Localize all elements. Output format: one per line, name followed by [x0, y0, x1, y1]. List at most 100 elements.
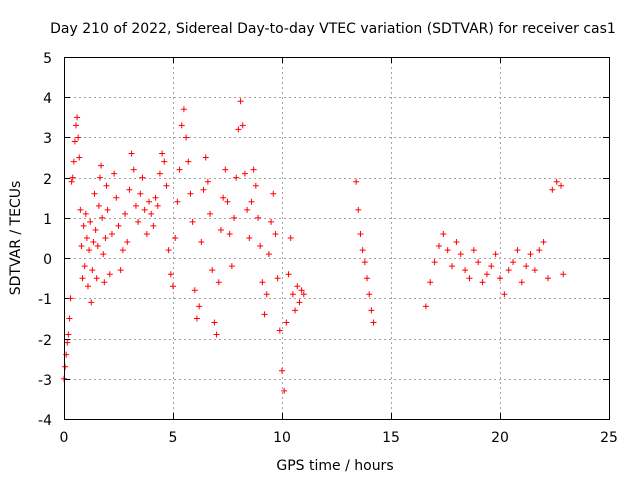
data-point: [359, 247, 366, 254]
data-point: [501, 291, 508, 298]
data-point: [453, 239, 460, 246]
data-point: [87, 218, 94, 225]
data-point: [457, 251, 464, 258]
data-point: [283, 319, 290, 326]
data-point: [449, 263, 456, 270]
data-point: [103, 182, 110, 189]
data-point: [126, 186, 133, 193]
data-point: [132, 202, 139, 209]
data-point: [93, 275, 100, 282]
x-tick-label: 5: [169, 430, 178, 446]
data-point: [298, 287, 305, 294]
data-point: [180, 106, 187, 113]
data-point: [154, 202, 161, 209]
data-point: [69, 174, 76, 181]
data-point: [224, 198, 231, 205]
data-point: [536, 247, 543, 254]
data-point: [79, 275, 86, 282]
data-point: [237, 98, 244, 105]
data-point: [174, 198, 181, 205]
data-point: [80, 222, 87, 229]
data-point: [207, 210, 214, 217]
y-tick-label: 1: [43, 212, 52, 228]
y-tick-label: -3: [38, 373, 52, 389]
data-point: [228, 263, 235, 270]
data-point: [81, 263, 88, 270]
data-point: [560, 271, 567, 278]
data-point: [78, 243, 85, 250]
data-point: [152, 194, 159, 201]
data-point: [296, 299, 303, 306]
y-tick-label: -1: [38, 292, 52, 308]
data-point: [89, 267, 96, 274]
data-point: [95, 202, 102, 209]
ticks: [64, 57, 610, 420]
data-point: [279, 367, 285, 374]
data-point: [139, 174, 146, 181]
data-point: [106, 271, 113, 278]
data-point: [170, 283, 176, 290]
data-point: [553, 178, 560, 185]
data-point: [231, 214, 238, 221]
data-point: [102, 235, 109, 241]
data-point: [148, 210, 155, 217]
data-point: [527, 251, 534, 258]
data-point: [518, 279, 525, 286]
data-point: [435, 243, 442, 250]
data-point: [189, 218, 196, 225]
data-point: [163, 182, 170, 189]
data-point: [62, 363, 69, 370]
data-point: [74, 114, 81, 121]
data-point: [99, 214, 106, 221]
data-point: [141, 206, 148, 213]
x-axis-label: GPS time / hours: [276, 458, 393, 474]
data-points: [61, 98, 567, 394]
data-point: [75, 134, 82, 141]
data-point: [143, 230, 150, 237]
data-point: [431, 259, 438, 266]
x-tick-label: 25: [600, 430, 618, 446]
x-tick-label: 20: [491, 430, 509, 446]
y-tick-label: -4: [38, 413, 52, 429]
data-point: [70, 158, 77, 165]
data-point: [248, 198, 255, 205]
data-point: [67, 295, 74, 302]
data-point: [84, 283, 91, 290]
data-point: [300, 291, 307, 298]
data-point: [198, 239, 205, 246]
y-axis-label: SDTVAR / TECUs: [8, 181, 24, 296]
data-point: [64, 339, 71, 346]
data-point: [226, 230, 233, 237]
data-point: [255, 214, 262, 221]
data-point: [244, 206, 251, 213]
data-point: [213, 331, 220, 338]
data-point: [108, 230, 115, 237]
data-point: [462, 267, 469, 274]
data-point: [444, 247, 451, 254]
y-tick-label: 2: [43, 172, 52, 188]
data-point: [514, 247, 521, 254]
data-point: [475, 259, 482, 266]
data-point: [270, 190, 277, 197]
data-point: [217, 226, 224, 233]
data-point: [104, 206, 111, 213]
data-point: [94, 243, 101, 250]
data-point: [122, 210, 129, 217]
data-point: [187, 190, 194, 197]
y-tick-label: 3: [43, 131, 52, 147]
data-point: [183, 134, 190, 141]
data-point: [178, 122, 185, 129]
data-point: [492, 251, 499, 258]
data-point: [510, 259, 517, 266]
data-point: [196, 303, 203, 310]
data-point: [265, 251, 272, 258]
data-point: [285, 271, 292, 278]
data-point: [191, 287, 198, 294]
data-point: [101, 279, 108, 286]
x-tick-label: 0: [60, 430, 69, 446]
data-point: [82, 210, 89, 217]
data-point: [287, 235, 294, 241]
data-point: [292, 307, 299, 314]
data-point: [161, 158, 168, 165]
